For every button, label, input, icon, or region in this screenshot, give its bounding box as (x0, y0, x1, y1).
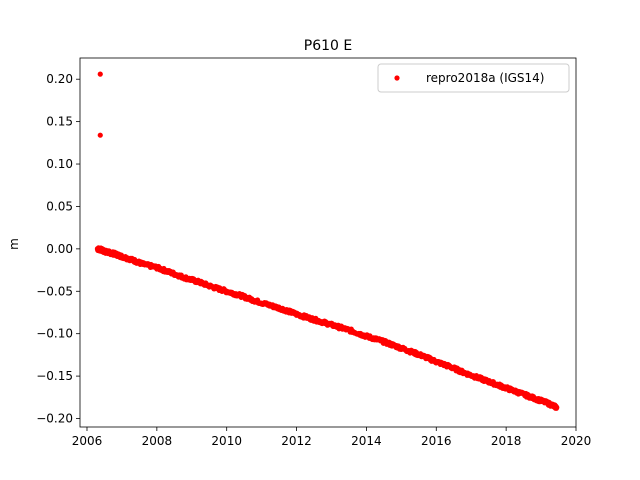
data-point (97, 71, 103, 77)
legend-entry-label: repro2018a (IGS14) (426, 71, 544, 85)
y-axis-label: m (7, 238, 21, 250)
y-tick-label: 0.00 (46, 242, 73, 256)
plot-area (94, 71, 560, 411)
x-tick-label: 2014 (351, 434, 382, 448)
x-tick-label: 2010 (211, 434, 242, 448)
data-point (97, 132, 103, 138)
x-tick-label: 2006 (72, 434, 103, 448)
legend-marker (394, 75, 400, 81)
data-point (553, 405, 560, 411)
x-tick-label: 2020 (561, 434, 592, 448)
legend: repro2018a (IGS14) (377, 63, 570, 93)
x-tick-label: 2012 (281, 434, 312, 448)
y-tick-label: 0.10 (46, 157, 73, 171)
y-tick-label: −0.05 (36, 284, 73, 298)
y-tick-label: −0.10 (36, 327, 73, 341)
data-points (94, 71, 560, 411)
plot-frame (79, 57, 577, 428)
y-tick-label: −0.15 (36, 369, 73, 383)
x-tick-label: 2008 (142, 434, 173, 448)
y-axis: −0.20 −0.15 −0.10 −0.05 0.00 0.05 0.10 0.15 0.20 (36, 72, 80, 426)
x-axis: 2006 2008 2010 2012 2014 2016 2018 2020 (72, 427, 592, 448)
y-tick-label: 0.15 (46, 115, 73, 129)
x-tick-label: 2018 (491, 434, 522, 448)
chart-title: P610 E (304, 38, 352, 54)
y-tick-label: −0.20 (36, 412, 73, 426)
legend-box (377, 63, 570, 93)
y-tick-label: 0.05 (46, 199, 73, 213)
x-tick-label: 2016 (421, 434, 452, 448)
y-tick-label: 0.20 (46, 72, 73, 86)
